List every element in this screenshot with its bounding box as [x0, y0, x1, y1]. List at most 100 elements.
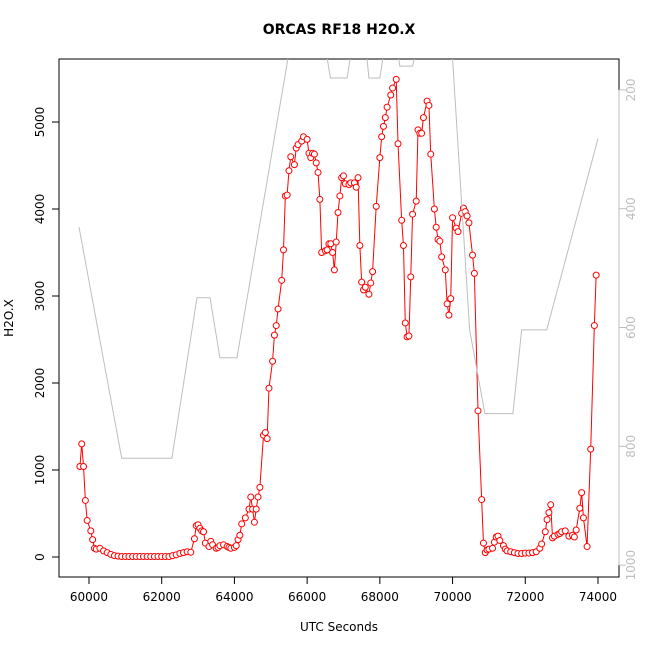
data-point	[272, 322, 280, 330]
x-tick-label: 64000	[215, 590, 253, 604]
data-point	[89, 536, 97, 544]
data-point	[454, 228, 462, 236]
data-point	[538, 540, 546, 548]
data-point	[436, 237, 444, 245]
x-tick-label: 60000	[70, 590, 108, 604]
data-point	[587, 445, 595, 453]
data-point	[365, 290, 373, 298]
data-point	[376, 154, 384, 162]
data-point	[252, 505, 260, 513]
y-axis-label: H2O.X	[2, 299, 16, 337]
data-point	[83, 516, 91, 524]
data-point	[354, 174, 362, 182]
data-point	[449, 214, 457, 222]
data-point	[358, 278, 366, 286]
data-point	[570, 533, 578, 541]
data-point	[269, 357, 277, 365]
data-point	[412, 197, 420, 205]
data-point	[389, 84, 397, 92]
data-point	[383, 103, 391, 111]
y2-tick-label: 800	[624, 435, 638, 458]
y-tick-label: 3000	[33, 281, 47, 312]
series-line	[78, 59, 599, 459]
y-tick-label: 2000	[33, 368, 47, 399]
data-point	[87, 527, 95, 535]
data-point	[443, 300, 451, 308]
x-tick-label: 74000	[579, 590, 617, 604]
data-point	[278, 276, 286, 284]
data-point	[372, 202, 380, 210]
data-point	[592, 271, 600, 279]
data-point	[561, 527, 569, 535]
data-point	[280, 246, 288, 254]
data-point	[474, 407, 482, 415]
data-point	[409, 210, 417, 218]
data-point	[247, 493, 255, 501]
data-point	[314, 168, 322, 176]
data-point	[572, 526, 580, 534]
data-point	[432, 223, 440, 231]
data-point	[334, 208, 342, 216]
data-point	[438, 253, 446, 261]
data-point	[332, 238, 340, 246]
data-point	[419, 114, 427, 122]
data-point	[545, 509, 553, 517]
y2-tick-label: 600	[624, 316, 638, 339]
data-point	[576, 504, 584, 512]
data-point	[489, 544, 497, 552]
y-tick-label: 4000	[33, 194, 47, 225]
data-point	[274, 305, 282, 313]
y2-tick-label: 400	[624, 197, 638, 220]
data-point	[339, 172, 347, 180]
data-point	[290, 161, 298, 169]
y-tick-label: 5000	[33, 107, 47, 138]
data-point	[398, 216, 406, 224]
data-point	[387, 91, 395, 99]
data-point	[445, 311, 453, 319]
data-point	[425, 101, 433, 109]
data-point	[336, 192, 344, 200]
x-tick-label: 70000	[433, 590, 471, 604]
data-point	[200, 528, 208, 536]
data-point	[427, 150, 435, 158]
data-point	[478, 496, 486, 504]
data-point	[256, 483, 264, 491]
x-tick-label: 66000	[288, 590, 326, 604]
data-point	[241, 514, 249, 522]
data-point	[361, 283, 369, 291]
data-point	[378, 133, 386, 141]
data-point	[543, 516, 551, 524]
chart-title: ORCAS RF18 H2O.X	[263, 22, 416, 38]
x-axis-label: UTC Seconds	[300, 620, 378, 634]
x-tick-label: 68000	[361, 590, 399, 604]
data-point	[323, 246, 331, 254]
data-point	[463, 212, 471, 220]
data-point	[399, 242, 407, 250]
data-point	[441, 266, 449, 274]
data-point	[496, 536, 504, 544]
data-point	[379, 122, 387, 130]
data-point	[310, 150, 318, 158]
data-point	[381, 114, 389, 122]
data-point	[263, 435, 271, 443]
data-point	[254, 493, 262, 501]
data-point	[80, 463, 88, 471]
plot-frame	[58, 58, 620, 578]
data-point	[270, 331, 278, 339]
data-point	[405, 332, 413, 340]
data-point	[579, 514, 587, 522]
data-point	[78, 440, 86, 448]
data-point	[352, 183, 360, 191]
data-point	[367, 279, 375, 287]
data-point	[541, 528, 549, 536]
data-point	[81, 496, 89, 504]
data-point	[312, 159, 320, 167]
data-point	[329, 248, 337, 256]
y-tick-label: 1000	[33, 455, 47, 486]
data-point	[479, 539, 487, 547]
data-point	[470, 269, 478, 277]
y2-tick-label: 200	[624, 78, 638, 101]
data-point	[265, 384, 273, 392]
data-point	[465, 219, 473, 227]
x-tick-label: 62000	[143, 590, 181, 604]
